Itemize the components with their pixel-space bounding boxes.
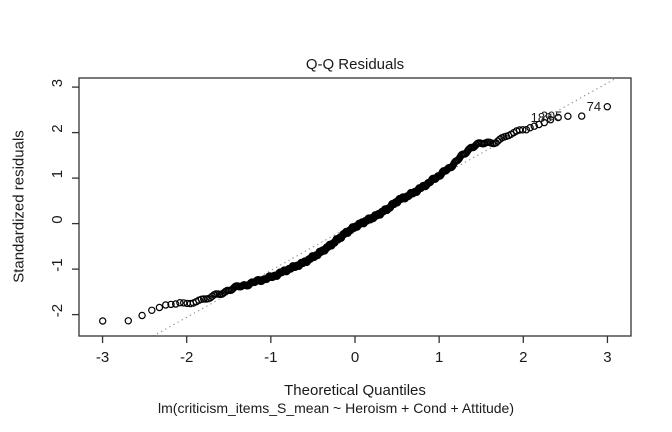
svg-text:0: 0: [49, 215, 66, 223]
x-axis-label: Theoretical Quantiles: [284, 382, 426, 399]
svg-text:-2: -2: [180, 349, 193, 366]
svg-text:2: 2: [519, 349, 527, 366]
svg-text:3: 3: [603, 349, 611, 366]
svg-text:-2: -2: [49, 304, 66, 317]
svg-text:205: 205: [541, 109, 563, 124]
svg-text:0: 0: [351, 349, 359, 366]
svg-text:2: 2: [49, 124, 66, 132]
svg-text:3: 3: [49, 79, 66, 87]
svg-text:-1: -1: [264, 349, 277, 366]
svg-text:189: 189: [531, 110, 553, 125]
chart-title: Q-Q Residuals: [305, 56, 405, 73]
svg-text:-3: -3: [96, 349, 109, 366]
svg-text:74: 74: [587, 99, 601, 114]
svg-text:1: 1: [49, 170, 66, 178]
model-formula-subtitle: lm(criticism_items_S_mean ~ Heroism + Co…: [158, 400, 514, 416]
svg-text:-1: -1: [49, 258, 66, 271]
svg-text:1: 1: [435, 349, 443, 366]
